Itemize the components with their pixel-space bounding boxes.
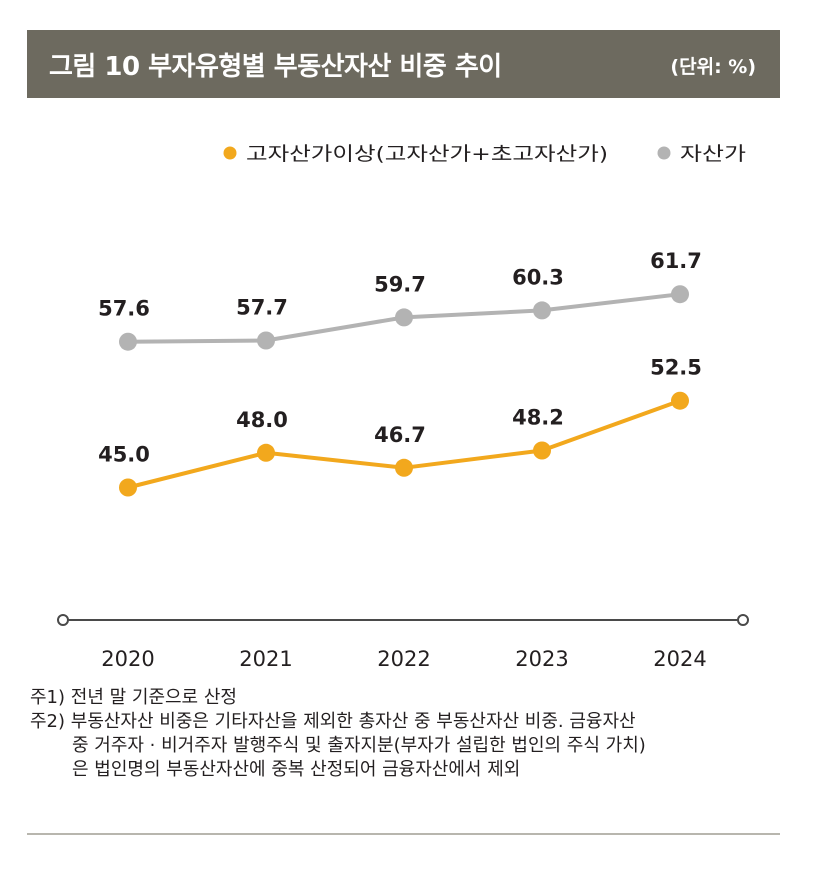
footnotes: 주1) 전년 말 기준으로 산정 주2) 부동산자산 비중은 기타자산을 제외한…	[30, 686, 790, 782]
data-point	[671, 391, 689, 410]
data-label: 45.0	[98, 443, 150, 467]
legend-label: 고자산가이상(고자산가+초고자산가)	[246, 143, 608, 165]
x-tick-label: 2020	[101, 647, 154, 671]
data-point	[395, 458, 413, 477]
axis-end-marker	[57, 614, 69, 626]
data-point	[395, 308, 413, 327]
data-point	[257, 331, 275, 350]
data-point	[533, 441, 551, 460]
unit-label: (단위: %)	[670, 56, 756, 78]
data-label: 61.7	[650, 249, 702, 273]
footnote-2-cont: 은 법인명의 부동산자산에 중복 산정되어 금융자산에서 제외	[72, 759, 521, 780]
data-label: 57.7	[236, 296, 288, 320]
legend-marker	[657, 146, 671, 160]
footnote-2-cont: 중 거주자 · 비거주자 발행주식 및 출자지분(부자가 설립한 법인의 주식 …	[72, 735, 646, 756]
x-tick-label: 2022	[377, 647, 430, 671]
data-label: 48.2	[512, 406, 564, 430]
data-label: 60.3	[512, 265, 564, 289]
data-label: 48.0	[236, 408, 288, 432]
data-point	[257, 443, 275, 462]
x-tick-label: 2021	[239, 647, 292, 671]
bottom-divider	[27, 833, 780, 835]
data-point	[119, 478, 137, 497]
data-label: 57.6	[98, 297, 150, 321]
line-chart: 고자산가이상(고자산가+초고자산가) 자산가 57.6 57.7 59.7 60.3 61.…	[57, 143, 749, 671]
footnote-1: 주1) 전년 말 기준으로 산정	[30, 687, 237, 708]
x-tick-label: 2024	[653, 647, 706, 671]
legend-label: 자산가	[680, 143, 746, 165]
data-point	[533, 301, 551, 320]
data-point	[119, 332, 137, 351]
figure-title-bar: 그림 10 부자유형별 부동산자산 비중 추이 (단위: %)	[27, 30, 780, 98]
x-tick-label: 2023	[515, 647, 568, 671]
data-label: 46.7	[374, 423, 426, 447]
figure-title: 그림 10 부자유형별 부동산자산 비중 추이	[49, 52, 502, 82]
footnote-2: 주2) 부동산자산 비중은 기타자산을 제외한 총자산 중 부동산자산 비중. …	[30, 711, 636, 732]
data-label: 52.5	[650, 356, 702, 380]
legend-marker	[223, 146, 237, 160]
axis-end-marker	[737, 614, 749, 626]
data-point	[671, 285, 689, 304]
data-label: 59.7	[374, 272, 426, 296]
